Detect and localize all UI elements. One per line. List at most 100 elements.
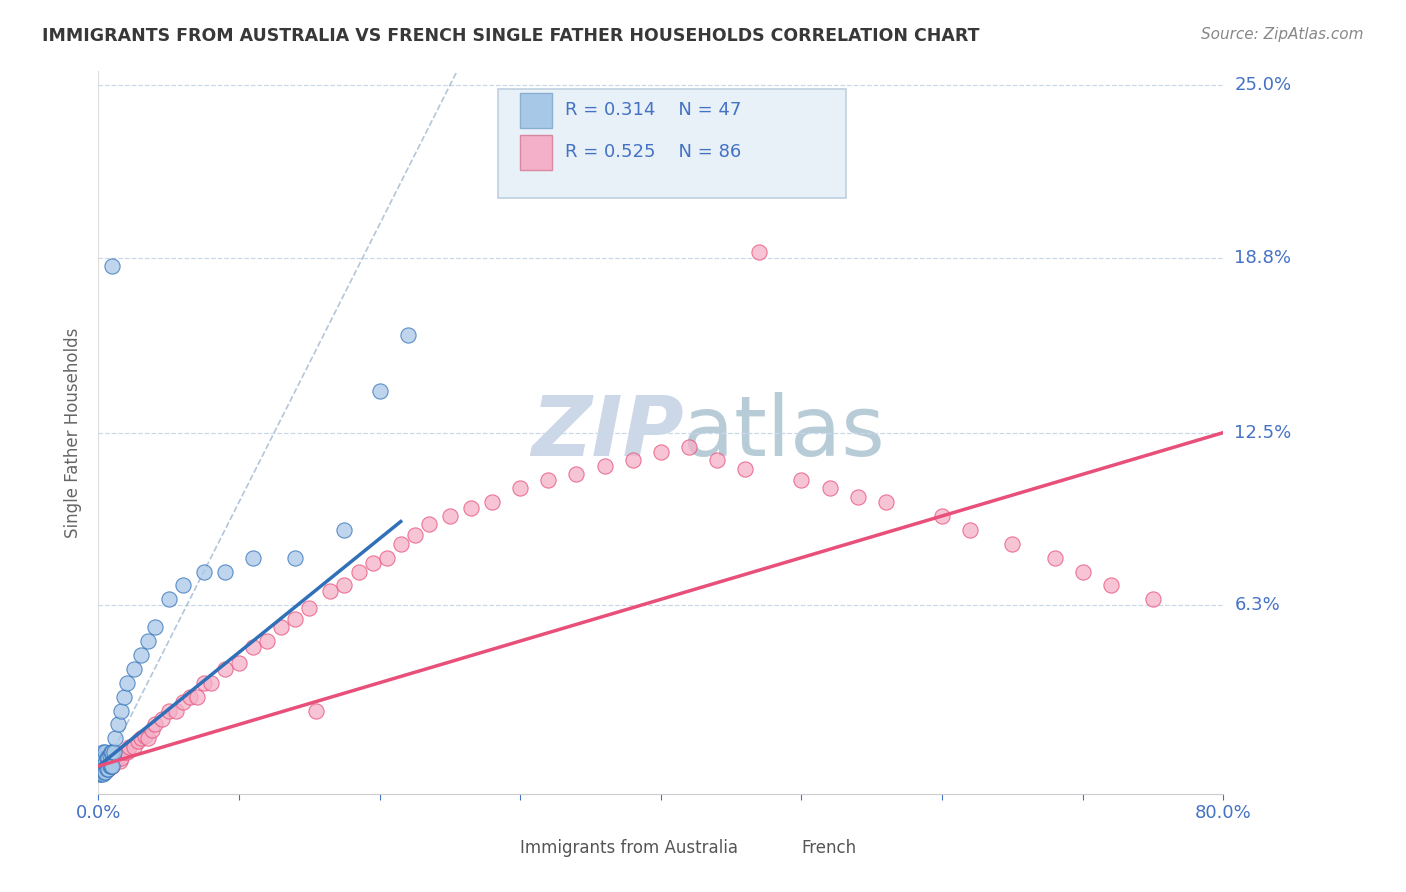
Point: [110, 704, 132, 718]
Point: [104, 731, 127, 746]
Point: [89, 754, 111, 768]
Point: [509, 481, 531, 495]
Point: [93, 754, 115, 768]
Point: [537, 473, 560, 487]
Point: [90, 762, 112, 776]
Point: [91, 756, 114, 771]
Point: [298, 600, 321, 615]
Point: [179, 690, 201, 704]
Point: [100, 745, 122, 759]
Text: Source: ZipAtlas.com: Source: ZipAtlas.com: [1201, 27, 1364, 42]
Point: [143, 717, 166, 731]
Text: 12.5%: 12.5%: [1234, 424, 1292, 442]
Point: [122, 662, 145, 676]
Point: [93, 762, 115, 776]
Point: [621, 453, 644, 467]
Point: [107, 747, 129, 762]
Point: [678, 440, 700, 454]
Point: [89, 762, 111, 776]
Point: [90, 751, 112, 765]
Point: [96, 762, 118, 776]
Point: [100, 759, 122, 773]
Point: [193, 565, 215, 579]
Point: [172, 695, 194, 709]
Point: [101, 747, 124, 762]
Point: [242, 550, 264, 565]
Point: [98, 747, 121, 762]
Point: [361, 556, 384, 570]
FancyBboxPatch shape: [762, 835, 793, 861]
Point: [228, 657, 250, 671]
Point: [101, 745, 124, 759]
Point: [96, 762, 118, 776]
Point: [96, 751, 118, 765]
Point: [94, 751, 117, 765]
Text: IMMIGRANTS FROM AUSTRALIA VS FRENCH SINGLE FATHER HOUSEHOLDS CORRELATION CHART: IMMIGRANTS FROM AUSTRALIA VS FRENCH SING…: [42, 27, 980, 45]
Point: [347, 565, 370, 579]
Point: [115, 745, 138, 759]
Point: [127, 734, 149, 748]
Point: [91, 762, 114, 776]
Point: [333, 523, 356, 537]
Point: [270, 620, 292, 634]
Point: [193, 675, 215, 690]
Point: [97, 762, 120, 776]
Point: [134, 729, 156, 743]
Point: [242, 640, 264, 654]
Point: [368, 384, 391, 398]
Text: 25.0%: 25.0%: [1234, 76, 1292, 95]
Point: [112, 745, 135, 759]
Point: [790, 473, 813, 487]
Point: [165, 704, 187, 718]
Point: [97, 751, 120, 765]
Point: [256, 634, 278, 648]
Point: [1001, 537, 1024, 551]
Point: [129, 648, 152, 662]
Point: [460, 500, 482, 515]
Point: [90, 767, 112, 781]
Text: ZIP: ZIP: [530, 392, 683, 473]
Point: [136, 731, 159, 746]
Point: [89, 759, 111, 773]
Point: [931, 508, 953, 523]
Point: [89, 764, 111, 779]
Point: [305, 704, 328, 718]
Point: [875, 495, 897, 509]
Point: [93, 764, 115, 779]
Point: [706, 453, 728, 467]
Point: [846, 490, 869, 504]
Text: R = 0.314    N = 47: R = 0.314 N = 47: [565, 102, 741, 120]
Point: [150, 712, 173, 726]
Point: [101, 259, 124, 273]
Point: [91, 764, 114, 779]
FancyBboxPatch shape: [481, 835, 512, 861]
Point: [100, 759, 122, 773]
Text: atlas: atlas: [683, 392, 884, 473]
Point: [141, 723, 163, 737]
Point: [96, 751, 118, 765]
Point: [439, 508, 461, 523]
FancyBboxPatch shape: [520, 93, 551, 128]
Text: R = 0.525    N = 86: R = 0.525 N = 86: [565, 144, 741, 161]
Point: [110, 751, 132, 765]
Point: [90, 759, 112, 773]
Text: 18.8%: 18.8%: [1234, 249, 1291, 267]
Point: [98, 747, 121, 762]
Point: [89, 764, 111, 779]
Point: [734, 462, 756, 476]
Point: [143, 620, 166, 634]
Point: [115, 675, 138, 690]
Point: [418, 517, 440, 532]
Point: [101, 759, 124, 773]
Text: French: French: [801, 839, 856, 857]
Point: [172, 578, 194, 592]
Point: [93, 759, 115, 773]
Text: Immigrants from Australia: Immigrants from Australia: [520, 839, 738, 857]
Point: [284, 612, 307, 626]
Point: [118, 739, 141, 754]
Text: 6.3%: 6.3%: [1234, 596, 1279, 614]
Point: [98, 759, 121, 773]
Point: [104, 754, 127, 768]
Point: [1099, 578, 1122, 592]
Point: [105, 751, 128, 765]
